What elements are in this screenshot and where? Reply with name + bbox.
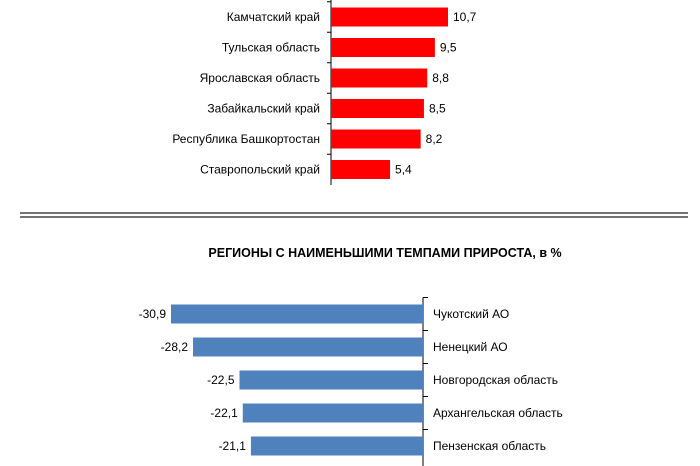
section-divider bbox=[20, 212, 688, 218]
top-value-label: 8,2 bbox=[426, 132, 443, 146]
top-bar bbox=[331, 99, 424, 118]
bottom-bar bbox=[193, 337, 423, 357]
bottom-category-label: Архангельская область bbox=[433, 406, 563, 420]
top-value-label: 8,5 bbox=[429, 102, 446, 116]
top-category-label: Забайкальский край bbox=[207, 102, 320, 116]
bottom-value-label: -22,5 bbox=[207, 373, 235, 387]
bottom-value-label: -22,1 bbox=[210, 406, 238, 420]
bottom-category-label: Ненецкий АО bbox=[433, 340, 508, 354]
bottom-bar bbox=[250, 436, 423, 456]
top-value-label: 5,4 bbox=[395, 163, 412, 177]
top-category-label: Ставропольский край bbox=[200, 163, 320, 177]
top-value-label: 8,8 bbox=[432, 71, 449, 85]
top-bar bbox=[331, 68, 428, 88]
top-category-label: Республика Башкортостан bbox=[172, 132, 320, 146]
top-category-label: Тульская область bbox=[222, 41, 320, 55]
bottom-regions-chart: Чукотский АО -30,9 Ненецкий АО -28,2 Новгоро… bbox=[139, 297, 563, 466]
top-category-label: Камчатский край bbox=[227, 10, 320, 24]
top-bar bbox=[331, 129, 421, 149]
bottom-chart-title: РЕГИОНЫ С НАИМЕНЬШИМИ ТЕМПАМИ ПРИРОСТА, … bbox=[208, 246, 561, 260]
bottom-value-label: -28,2 bbox=[161, 340, 189, 354]
bottom-category-label: Пензенская область bbox=[433, 439, 546, 453]
top-category-label: Ярославская область bbox=[200, 71, 320, 85]
bottom-bar bbox=[239, 370, 423, 390]
top-bar bbox=[331, 160, 391, 179]
top-value-label: 9,5 bbox=[440, 41, 457, 55]
bottom-value-label: -21,1 bbox=[219, 439, 247, 453]
top-bar bbox=[331, 38, 435, 57]
top-bar bbox=[331, 7, 448, 27]
top-value-label: 10,7 bbox=[453, 10, 477, 24]
bottom-bar bbox=[242, 403, 423, 423]
bottom-bar bbox=[171, 304, 423, 324]
bottom-category-label: Чукотский АО bbox=[433, 307, 509, 321]
bottom-category-label: Новгородская область bbox=[433, 373, 558, 387]
top-regions-chart: Камчатский край 10,7 Тульская область 9,5 Яр… bbox=[172, 0, 477, 185]
bottom-value-label: -30,9 bbox=[139, 307, 167, 321]
